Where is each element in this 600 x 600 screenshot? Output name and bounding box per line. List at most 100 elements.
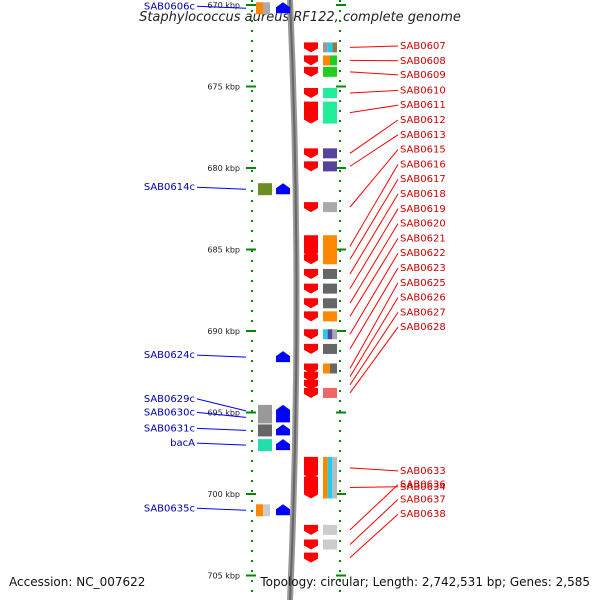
forward-gene-label: SAB0637	[400, 494, 446, 505]
cog-block	[327, 42, 333, 53]
forward-gene-label: SAB0613	[400, 130, 446, 141]
leader-line	[349, 149, 399, 208]
cog-block	[323, 148, 337, 159]
forward-gene-arrow	[304, 329, 318, 340]
cog-block	[323, 524, 337, 535]
reverse-gene-label: SAB0629c	[144, 394, 195, 405]
forward-gene-arrow	[304, 101, 318, 124]
forward-gene-arrow	[304, 254, 318, 265]
cog-block	[323, 88, 337, 99]
ruler-label: 705 kbp	[207, 572, 240, 581]
forward-gene-label: SAB0622	[400, 248, 446, 259]
reverse-gene-label: SAB0631c	[144, 423, 195, 434]
reverse-gene-label: SAB0635c	[144, 503, 195, 514]
cog-block	[323, 456, 328, 479]
leader-line	[349, 89, 399, 94]
topology-summary: Topology: circular; Length: 2,742,531 bp…	[260, 575, 590, 589]
forward-gene-label: SAB0612	[400, 115, 446, 126]
leader-line	[349, 484, 399, 531]
cog-block	[323, 268, 337, 279]
reverse-gene-arrow	[276, 351, 290, 363]
cog-block	[323, 298, 337, 309]
reverse-gene-label: SAB0630c	[144, 407, 195, 418]
ruler-label: 680 kbp	[207, 164, 240, 173]
leader-line	[349, 134, 399, 167]
ruler-label: 700 kbp	[207, 490, 240, 499]
forward-gene-arrow	[304, 539, 318, 550]
forward-gene-label: SAB0619	[400, 204, 446, 215]
forward-gene-arrow	[304, 42, 318, 53]
reverse-gene-label: bacA	[170, 438, 195, 449]
cog-block	[332, 329, 337, 340]
cog-block	[256, 2, 263, 15]
ruler-label: 690 kbp	[207, 327, 240, 336]
reverse-gene-arrow	[276, 183, 290, 195]
forward-gene-arrow	[304, 55, 318, 66]
forward-gene-label: SAB0610	[400, 85, 446, 96]
forward-gene-label: SAB0611	[400, 100, 446, 111]
cog-block	[263, 2, 270, 15]
forward-gene-arrow	[304, 311, 318, 322]
forward-gene-label: SAB0634	[400, 482, 446, 493]
forward-gene-arrow	[304, 343, 318, 354]
cog-block	[323, 55, 330, 66]
ruler-label: 695 kbp	[207, 409, 240, 418]
cog-block	[323, 161, 337, 172]
forward-gene-arrow	[304, 387, 318, 398]
forward-gene-label: SAB0638	[400, 509, 446, 520]
reverse-gene-arrow	[276, 411, 290, 423]
cog-block	[323, 202, 337, 213]
leader-line	[349, 267, 399, 350]
leader-line	[349, 104, 399, 114]
reverse-gene-arrow	[276, 439, 290, 451]
leader-line	[196, 507, 247, 511]
ruler-label: 670 kbp	[207, 1, 240, 10]
forward-gene-arrow	[304, 202, 318, 213]
leader-line	[349, 513, 399, 558]
forward-gene-label: SAB0607	[400, 41, 446, 52]
kbp-ruler: 670 kbp 675 kbp 680 kbp 685 kbp 690 kbp 695 k…	[207, 1, 346, 581]
cog-block	[327, 329, 333, 340]
genome-backbone	[251, 0, 341, 600]
forward-gene-label: SAB0609	[400, 70, 446, 81]
cog-block	[258, 439, 272, 452]
cog-block	[332, 42, 337, 53]
leader-line	[196, 186, 247, 190]
leader-line	[349, 297, 399, 377]
leader-line	[349, 326, 399, 394]
forward-gene-arrow	[304, 379, 318, 390]
leader-line	[349, 238, 399, 317]
cog-block	[323, 235, 337, 258]
forward-gene-label: SAB0633	[400, 466, 446, 477]
cog-block	[323, 476, 328, 499]
leader-line	[349, 164, 399, 247]
cog-block	[323, 42, 328, 53]
cog-block	[323, 283, 337, 294]
forward-gene-label: SAB0620	[400, 219, 446, 230]
forward-gene-arrow	[304, 268, 318, 279]
cog-block	[330, 363, 337, 374]
leader-line	[349, 499, 399, 545]
cog-block	[323, 311, 337, 322]
page-title: Staphylococcus aureus RF122, complete ge…	[139, 10, 461, 25]
forward-gene-label: SAB0636	[400, 480, 446, 491]
forward-gene-arrow	[304, 88, 318, 99]
cog-block	[323, 387, 337, 398]
forward-gene-arrow	[304, 552, 318, 563]
cog-block	[332, 456, 337, 479]
backbone-core	[289, 0, 298, 600]
leader-line	[349, 178, 399, 260]
forward-gene-arrow	[304, 298, 318, 309]
forward-gene-arrow	[304, 148, 318, 159]
forward-gene-label: SAB0627	[400, 307, 446, 318]
cog-block	[323, 254, 337, 265]
leader-line	[196, 442, 247, 446]
cog-block	[327, 476, 333, 499]
leader-line	[349, 486, 399, 488]
leader-line	[349, 45, 399, 48]
leader-line	[349, 193, 399, 275]
forward-strand-genes: SAB0607 SAB0608 SAB0609 SAB0610 SAB0611 SAB06…	[304, 41, 446, 563]
leader-line	[349, 252, 399, 335]
leader-line	[349, 467, 399, 472]
